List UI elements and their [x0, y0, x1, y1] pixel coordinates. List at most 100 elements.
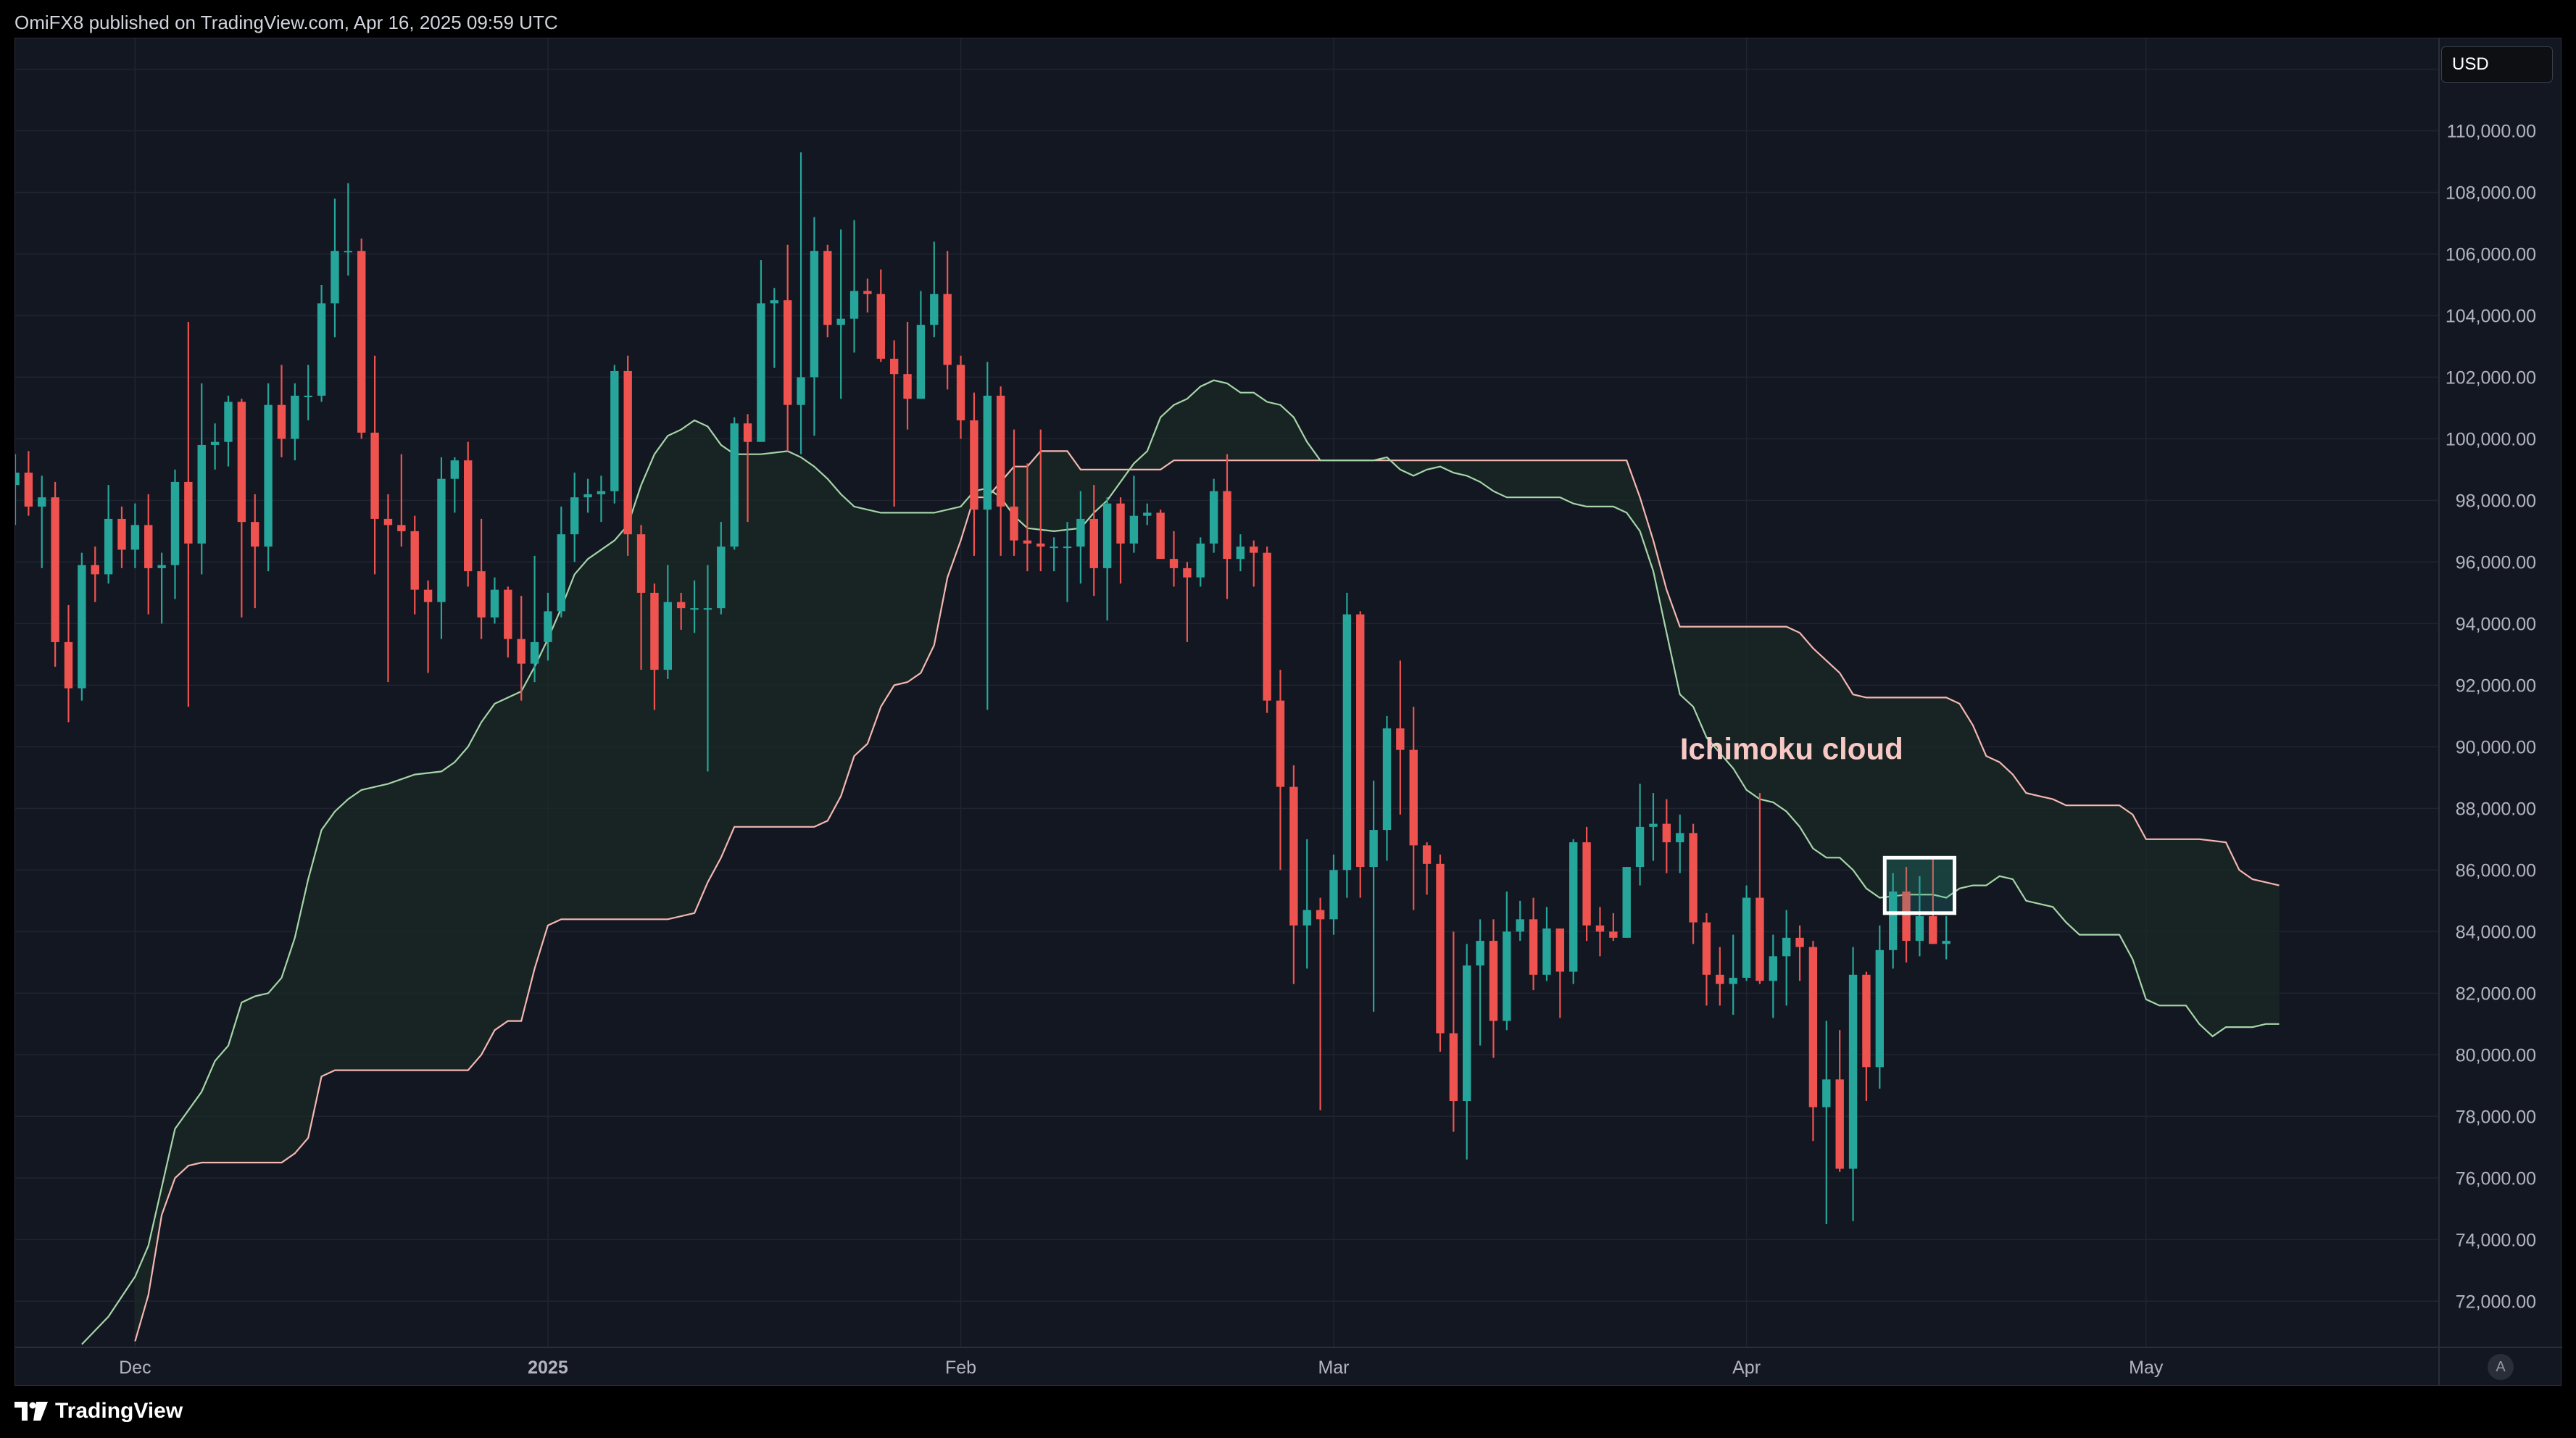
- candle-body: [317, 303, 326, 396]
- candle-body: [1649, 823, 1658, 827]
- candle-body: [996, 395, 1005, 507]
- candle: [38, 475, 46, 568]
- candle-body: [1289, 786, 1298, 926]
- candle-body: [1036, 543, 1045, 547]
- candle-body: [1862, 974, 1871, 1068]
- candle-body: [557, 534, 566, 612]
- candle-body: [117, 518, 126, 550]
- candle: [1050, 537, 1058, 572]
- candle-body: [437, 478, 446, 602]
- candle: [1635, 784, 1645, 886]
- candle-body: [1595, 925, 1605, 932]
- candle: [557, 506, 566, 618]
- candle-body: [730, 423, 739, 547]
- candle: [1716, 947, 1724, 1006]
- candle-body: [1169, 559, 1179, 568]
- price-tick-label: 94,000.00: [2456, 614, 2536, 634]
- candle: [1302, 839, 1311, 969]
- time-tick-label: Dec: [119, 1358, 151, 1378]
- candle-body: [104, 518, 113, 575]
- candle: [1595, 907, 1605, 957]
- candle-body: [1622, 867, 1631, 938]
- candle: [1276, 670, 1285, 870]
- candle-body: [1609, 931, 1618, 938]
- candle-body: [1689, 833, 1698, 923]
- candle-body: [570, 497, 579, 535]
- candle-body: [477, 571, 486, 618]
- candle-body: [1662, 823, 1671, 843]
- candle: [397, 454, 406, 547]
- price-tick-label: 76,000.00: [2456, 1168, 2536, 1189]
- candle-body: [623, 370, 632, 535]
- candle-body: [397, 525, 406, 531]
- auto-scale-button[interactable]: A: [2488, 1354, 2514, 1380]
- candle-body: [1409, 749, 1418, 846]
- candle-body: [38, 497, 46, 507]
- candle-body: [197, 444, 206, 544]
- candle-body: [1729, 978, 1737, 984]
- candle: [1822, 1021, 1831, 1225]
- time-axis[interactable]: Dec 2025 Feb Mar Apr May: [119, 1358, 2164, 1378]
- candle: [544, 592, 552, 661]
- price-tick-label: 90,000.00: [2456, 737, 2536, 757]
- candle-body: [1063, 546, 1072, 549]
- candle: [876, 269, 885, 362]
- candle: [1888, 873, 1898, 969]
- candle: [1116, 497, 1125, 584]
- candle: [1489, 919, 1498, 1058]
- candle: [903, 321, 912, 430]
- candle-body: [1236, 546, 1245, 560]
- candle: [251, 494, 259, 609]
- chart-frame[interactable]: Ichimoku cloud 72,000.00 74,000.00 76,000.…: [14, 38, 2562, 1387]
- candle: [117, 506, 126, 568]
- candle: [357, 238, 366, 439]
- price-tick-label: 110,000.00: [2447, 121, 2536, 141]
- candle-body: [1795, 937, 1804, 947]
- candle: [304, 365, 312, 420]
- price-axis[interactable]: 72,000.00 74,000.00 76,000.00 78,000.00 80,0…: [2446, 59, 2536, 1312]
- candle-body: [1143, 512, 1152, 516]
- candle-body: [650, 592, 659, 670]
- candle-body: [1422, 845, 1432, 864]
- tradingview-logo[interactable]: TradingView: [14, 1399, 183, 1424]
- candle-body: [1582, 842, 1591, 926]
- candle: [1010, 429, 1018, 556]
- candle-body: [1555, 928, 1565, 972]
- candle: [344, 183, 353, 276]
- candle-body: [743, 423, 752, 442]
- highlight-box: [1882, 855, 1957, 915]
- time-tick-label: Apr: [1732, 1358, 1761, 1378]
- candle: [24, 451, 33, 516]
- candle: [797, 152, 805, 454]
- candle: [743, 414, 752, 523]
- candle: [197, 383, 206, 575]
- time-tick-label: 2025: [528, 1358, 568, 1378]
- candle: [370, 355, 379, 575]
- candle: [1382, 715, 1392, 861]
- candle: [477, 518, 486, 639]
- currency-button[interactable]: USD: [2441, 46, 2553, 83]
- candle: [663, 565, 673, 679]
- candle: [1409, 707, 1418, 910]
- price-tick-label: 88,000.00: [2456, 799, 2536, 819]
- candle-body: [703, 608, 712, 610]
- candle: [1582, 826, 1591, 942]
- candle: [1143, 503, 1152, 525]
- candle: [1169, 531, 1179, 587]
- candle: [996, 386, 1005, 556]
- candle: [1089, 485, 1098, 597]
- candle-body: [1476, 941, 1484, 966]
- candle-body: [1196, 543, 1205, 578]
- candle-body: [1129, 515, 1139, 544]
- candle: [64, 604, 73, 723]
- candle-body: [450, 460, 460, 479]
- candle: [1676, 814, 1684, 873]
- candle-body: [277, 404, 286, 439]
- candle-body: [1396, 728, 1405, 750]
- candle-body: [224, 402, 233, 442]
- candle: [1129, 475, 1139, 553]
- candle: [1529, 897, 1538, 991]
- price-chart[interactable]: Ichimoku cloud 72,000.00 74,000.00 76,000.…: [15, 38, 2562, 1387]
- candle: [1436, 855, 1445, 1052]
- candle-body: [517, 639, 525, 664]
